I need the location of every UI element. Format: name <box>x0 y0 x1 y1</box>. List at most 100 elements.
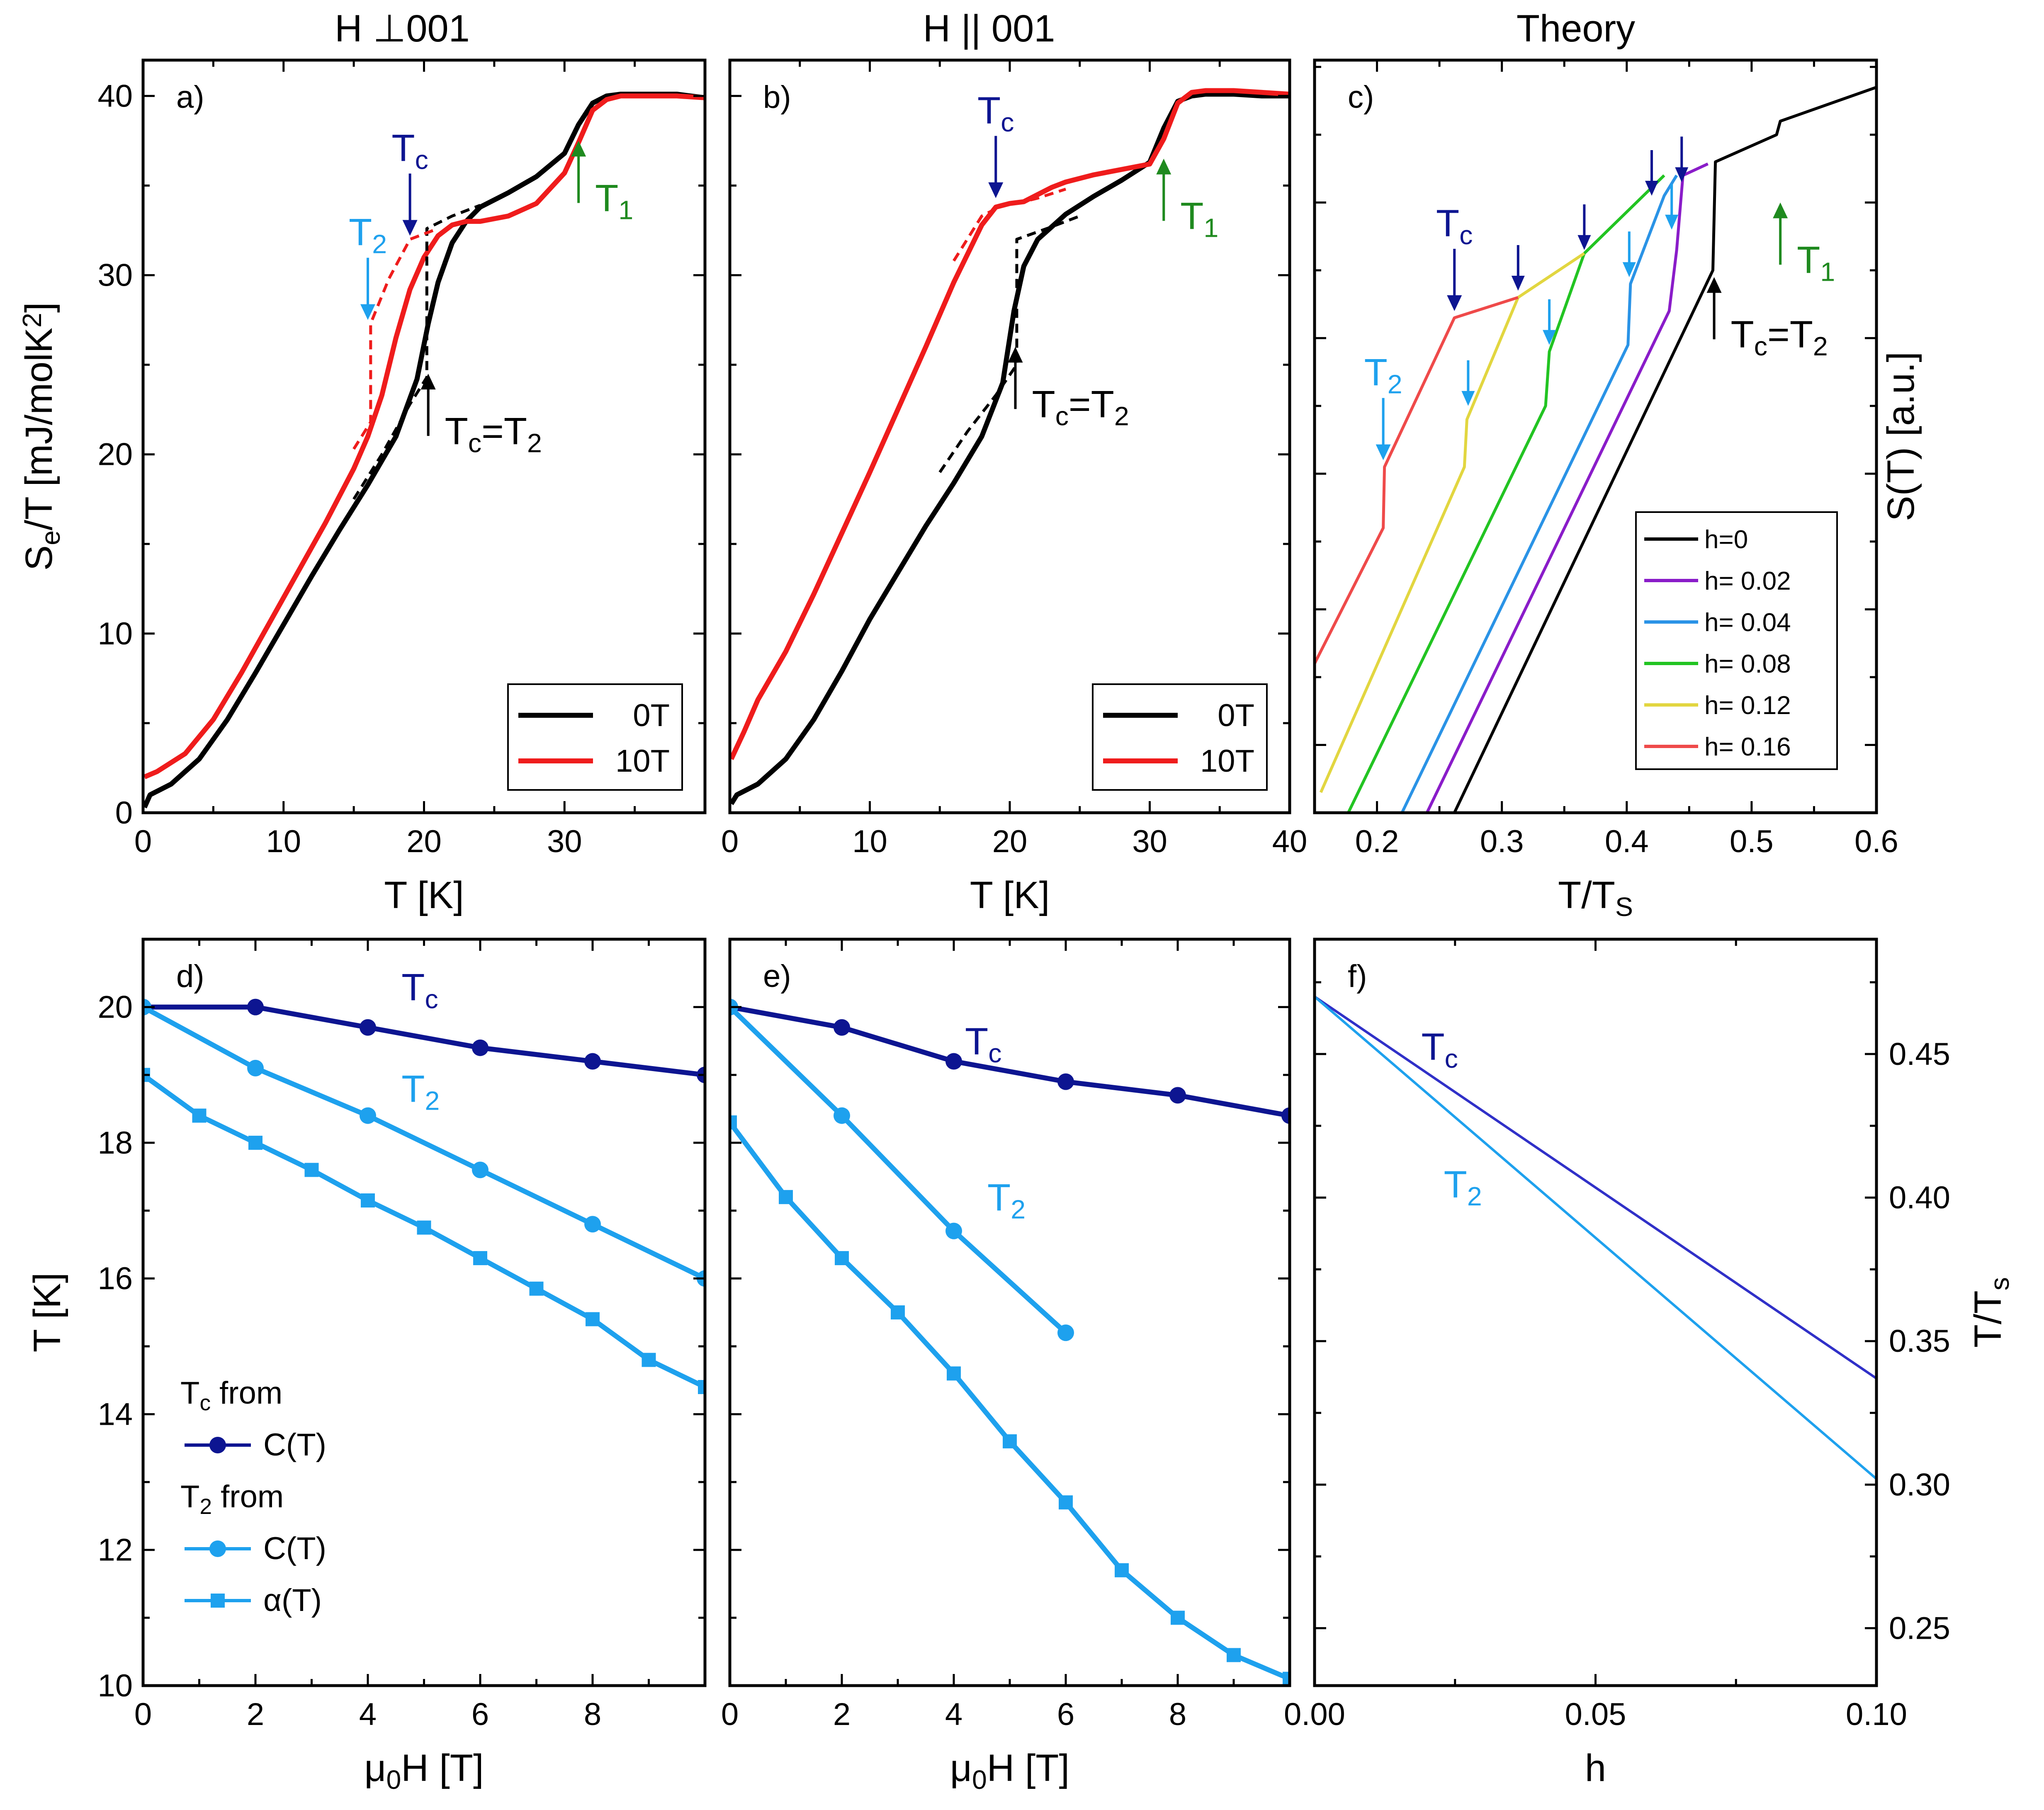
panel-letter-c: c) <box>1348 80 1374 115</box>
y-tick-label-d: 18 <box>97 1125 133 1161</box>
small-arrow-head <box>1511 275 1525 291</box>
series-line-a-0 <box>143 92 705 809</box>
x-tick-label-a: 30 <box>547 824 582 859</box>
legend-box <box>507 683 683 791</box>
y-tick-label-f: 0.35 <box>1889 1324 1950 1359</box>
legend-label: 0T <box>633 698 670 733</box>
x-axis-title-b: T [K] <box>970 874 1050 916</box>
marker-square-e <box>730 1115 737 1130</box>
x-tick-label-b: 40 <box>1272 824 1308 859</box>
series-line-e-0 <box>730 1004 1290 1118</box>
y-tick-label-a: 40 <box>97 78 133 114</box>
annotation-arrow-head <box>1773 202 1788 219</box>
marker-square-e <box>1227 1648 1241 1662</box>
series-line-c-4 <box>1319 252 1585 793</box>
plot-frame-e <box>728 938 1291 1687</box>
marker-circle-d <box>247 1059 264 1076</box>
x-tick-label-b: 20 <box>992 824 1028 859</box>
series-group-f <box>1315 996 1876 1480</box>
y-axis-title-c: S(T) [a.u.] <box>1880 352 1922 521</box>
x-tick-label-d: 6 <box>472 1697 489 1732</box>
annotation-arrow-head <box>988 182 1004 198</box>
x-tick-label-e: 8 <box>1169 1697 1186 1732</box>
annotation-arrow-head <box>1376 444 1391 460</box>
annotation-arrow-head <box>1447 295 1462 311</box>
marker-square-d <box>529 1281 544 1296</box>
x-tick-label-e: 0 <box>721 1697 739 1732</box>
x-tick-label-e: 2 <box>833 1697 851 1732</box>
annotation-label-a-3: T1 <box>595 177 633 225</box>
series-line-b-1 <box>730 88 1290 760</box>
plot-frame-c <box>1313 58 1878 814</box>
panel-c: 0.2 0.3 0.4 0.5 0.6 c) T/TS S(T) [a.u.] Tc T2 Tc=T… <box>1313 58 1922 922</box>
legend-header: Tc from <box>180 1375 282 1415</box>
marker-square-e <box>1283 1672 1290 1686</box>
series-line-e-1 <box>730 1005 1068 1335</box>
legend-label: C(T) <box>263 1427 326 1463</box>
legend-label: 10T <box>1200 743 1254 779</box>
x-axis-title-e: μ0H [T] <box>950 1747 1069 1795</box>
y-tick-label-d: 16 <box>97 1261 133 1296</box>
y-tick-label-d: 12 <box>97 1533 133 1568</box>
plot-frame-f <box>1313 938 1878 1687</box>
annotation-arrow-head <box>1156 158 1171 175</box>
annotation-label-a-1: Tc <box>391 127 428 175</box>
x-tick-label-b: 10 <box>852 824 887 859</box>
panel-title-c: Theory <box>1517 7 1635 50</box>
x-axis-title-d: μ0H [T] <box>364 1747 484 1795</box>
legend-header: T2 from <box>180 1479 284 1519</box>
marker-square-d <box>473 1251 487 1266</box>
panel-title-b: H || 001 <box>923 7 1055 50</box>
small-arrow-head <box>1645 181 1658 196</box>
annotation-label-b-2: T1 <box>1180 195 1218 243</box>
y-tick-label-a: 30 <box>97 258 133 293</box>
marker-circle-d <box>360 1107 376 1124</box>
annotation-label-b-1: Tc=T2 <box>1032 383 1129 431</box>
x-tick-label-c: 0.3 <box>1480 824 1524 859</box>
small-arrow-head <box>1622 262 1636 277</box>
legend-label: h= 0.16 <box>1704 733 1791 761</box>
curve-label-e-1: T2 <box>987 1177 1026 1224</box>
marker-square-e <box>1171 1611 1185 1625</box>
marker-square-d <box>361 1193 375 1207</box>
marker-circle-e <box>945 1053 962 1070</box>
series-line-a-1 <box>143 93 705 780</box>
marker-square-d <box>417 1220 431 1235</box>
marker-square-e <box>1003 1434 1017 1448</box>
curve-label-d-1: T2 <box>401 1068 440 1116</box>
y-tick-label-a: 0 <box>115 795 133 831</box>
small-arrow-head <box>1675 167 1689 182</box>
marker-square-d <box>698 1380 705 1394</box>
legend-box <box>1635 511 1838 770</box>
legend-label: h= 0.08 <box>1704 650 1791 678</box>
marker-circle-e <box>1057 1073 1074 1090</box>
marker-circle-e <box>834 1107 850 1124</box>
panel-f: 0.00 0.05 0.10 0.25 0.30 0.35 0.40 0.45 f) h T/Ts T… <box>1284 938 2015 1789</box>
y-axis-title-f: T/Ts <box>1967 1277 2015 1348</box>
x-tick-label-c: 0.5 <box>1730 824 1774 859</box>
panel-letter-f: f) <box>1348 959 1367 994</box>
marker-square-d <box>586 1312 600 1327</box>
legend-marker-circle <box>209 1437 226 1453</box>
series-line-c-1 <box>1425 163 1709 813</box>
marker-circle-d <box>584 1216 601 1233</box>
marker-square-d <box>248 1135 262 1150</box>
annotation-arrow-head <box>402 220 418 236</box>
x-axis-title-c: T/TS <box>1558 874 1633 922</box>
marker-square-e <box>835 1251 849 1266</box>
series-line-b-3 <box>953 187 1067 262</box>
series-line-d-1 <box>143 1005 705 1281</box>
x-tick-label-e: 6 <box>1057 1697 1074 1732</box>
annotation-label-c-2: Tc=T2 <box>1731 313 1828 361</box>
legend-label: h= 0.12 <box>1704 691 1791 720</box>
x-tick-label-f: 0.05 <box>1565 1697 1626 1732</box>
series-line-c-2 <box>1400 175 1678 813</box>
x-tick-label-c: 0.4 <box>1605 824 1649 859</box>
marker-circle-e <box>945 1222 962 1239</box>
y-tick-label-f: 0.40 <box>1889 1180 1950 1215</box>
y-tick-label-a: 10 <box>97 616 133 651</box>
